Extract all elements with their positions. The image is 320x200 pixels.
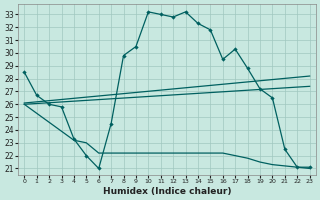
X-axis label: Humidex (Indice chaleur): Humidex (Indice chaleur) <box>103 187 231 196</box>
